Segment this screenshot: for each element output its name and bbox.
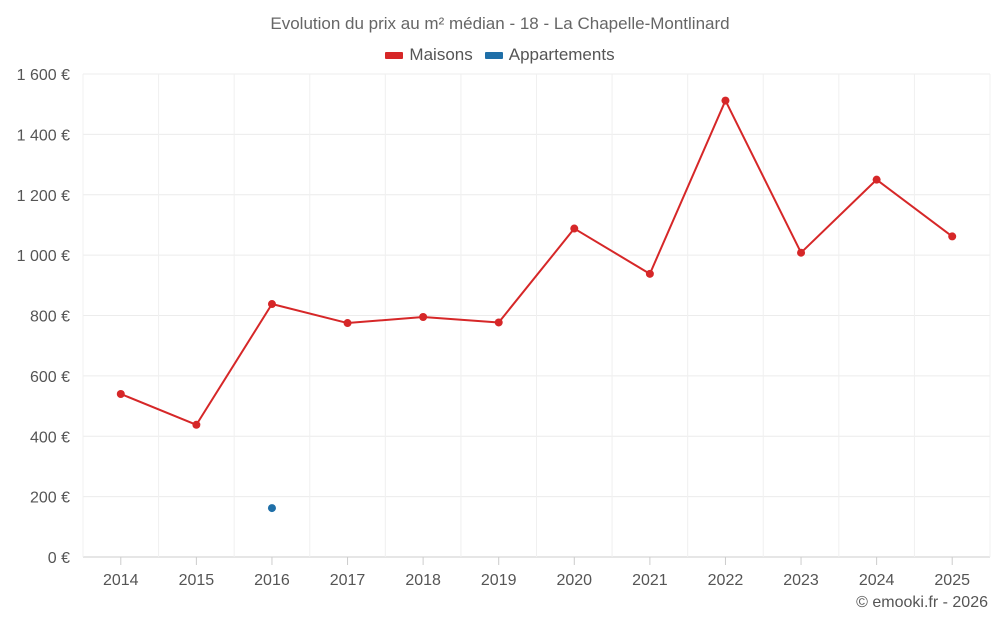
x-tick-label: 2024 bbox=[859, 572, 895, 589]
legend-label-maisons: Maisons bbox=[409, 45, 473, 64]
series-line-maisons bbox=[120, 99, 953, 426]
x-tick-label: 2021 bbox=[632, 572, 668, 589]
legend-swatch-maisons bbox=[385, 51, 404, 59]
y-tick-label: 1 600 € bbox=[17, 67, 70, 84]
data-point-maisons bbox=[116, 389, 125, 398]
y-tick-label: 400 € bbox=[30, 429, 70, 446]
legend-swatch-appartements bbox=[484, 51, 503, 59]
legend: Maisons Appartements bbox=[0, 45, 1000, 65]
data-point-maisons bbox=[267, 300, 276, 309]
y-tick-label: 1 400 € bbox=[17, 127, 70, 144]
x-tick-label: 2018 bbox=[405, 572, 441, 589]
data-point-maisons bbox=[797, 248, 806, 257]
x-tick-label: 2020 bbox=[556, 572, 592, 589]
y-tick-label: 800 € bbox=[30, 309, 70, 326]
y-tick-label: 0 € bbox=[48, 550, 70, 567]
legend-item-appartements[interactable]: Appartements bbox=[484, 45, 615, 65]
data-point-maisons bbox=[192, 420, 201, 429]
y-tick-label: 200 € bbox=[30, 490, 70, 507]
y-tick-label: 1 000 € bbox=[17, 248, 70, 265]
x-tick-label: 2025 bbox=[934, 572, 970, 589]
y-tick-label: 600 € bbox=[30, 369, 70, 386]
data-point-maisons bbox=[419, 313, 428, 322]
legend-item-maisons[interactable]: Maisons bbox=[385, 45, 473, 65]
data-point-appartements bbox=[267, 504, 276, 513]
x-tick-label: 2015 bbox=[179, 572, 215, 589]
legend-label-appartements: Appartements bbox=[508, 45, 615, 64]
x-tick-label: 2019 bbox=[481, 572, 517, 589]
x-tick-label: 2014 bbox=[103, 572, 139, 589]
data-point-maisons bbox=[872, 175, 881, 184]
x-tick-label: 2022 bbox=[708, 572, 744, 589]
y-tick-label: 1 200 € bbox=[17, 188, 70, 205]
chart-title: Evolution du prix au m² médian - 18 - La… bbox=[270, 14, 730, 33]
credit-text: © emooki.fr - 2026 bbox=[856, 594, 988, 611]
data-point-maisons bbox=[570, 224, 579, 233]
x-tick-label: 2016 bbox=[254, 572, 290, 589]
data-point-maisons bbox=[343, 319, 352, 328]
x-tick-label: 2017 bbox=[330, 572, 366, 589]
x-tick-label: 2023 bbox=[783, 572, 819, 589]
data-point-maisons bbox=[948, 232, 957, 241]
data-point-maisons bbox=[721, 96, 730, 105]
data-point-maisons bbox=[494, 318, 503, 327]
data-point-maisons bbox=[645, 269, 654, 278]
